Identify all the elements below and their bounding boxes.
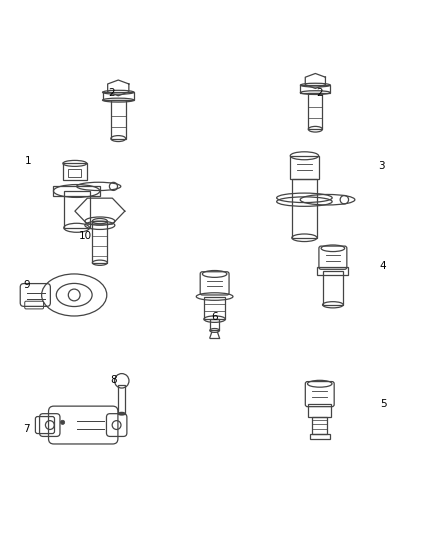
Bar — [67, 169, 81, 177]
Bar — [318, 267, 348, 274]
Circle shape — [60, 420, 65, 424]
Bar — [308, 405, 332, 417]
Bar — [310, 434, 329, 439]
Text: 10: 10 — [79, 231, 92, 241]
Text: 8: 8 — [110, 375, 117, 385]
Text: 3: 3 — [378, 161, 385, 171]
Bar — [322, 271, 343, 305]
Bar — [102, 92, 134, 100]
Text: 2: 2 — [108, 88, 115, 99]
Bar — [308, 93, 322, 129]
Text: 2: 2 — [316, 88, 323, 99]
Bar — [292, 179, 317, 238]
Bar — [210, 319, 219, 330]
Bar — [312, 417, 327, 434]
Text: 5: 5 — [380, 399, 387, 409]
Text: 1: 1 — [25, 156, 32, 166]
Text: 7: 7 — [23, 424, 30, 433]
Text: 9: 9 — [23, 280, 30, 290]
Bar — [300, 85, 330, 93]
Bar — [53, 187, 100, 196]
Bar — [118, 385, 125, 414]
Bar — [204, 296, 226, 319]
Text: 6: 6 — [211, 312, 218, 322]
Bar — [111, 100, 126, 139]
Bar — [92, 221, 107, 263]
Bar — [290, 156, 318, 179]
Bar — [64, 191, 89, 228]
Text: 4: 4 — [380, 261, 387, 271]
